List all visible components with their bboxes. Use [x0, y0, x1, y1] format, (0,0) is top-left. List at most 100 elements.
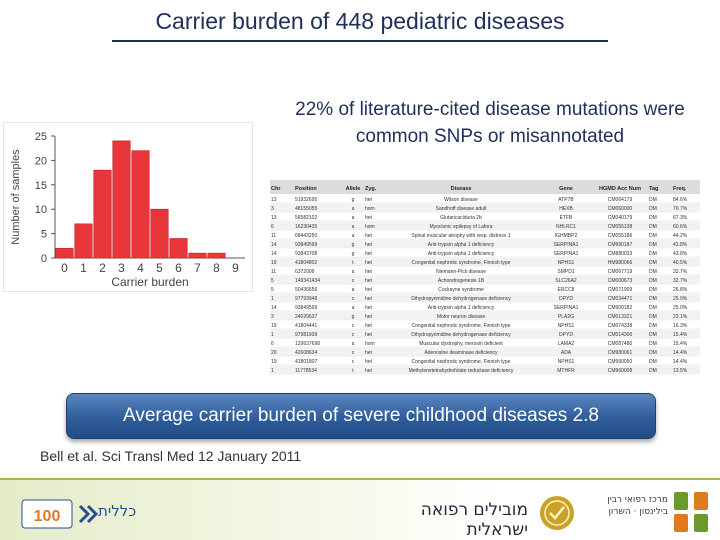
table-cell: 44.2%: [673, 233, 688, 239]
table-cell: 13.5%: [673, 368, 688, 374]
table-cell: Niemann-Pick disease: [436, 269, 486, 275]
table-cell: Motor neuron disease: [437, 314, 486, 320]
table-cell: 19: [271, 359, 277, 365]
table-cell: DM: [649, 215, 657, 221]
table-cell: 14.4%: [673, 359, 688, 365]
table-cell: LAMA2: [558, 341, 575, 347]
table-cell: 84.6%: [673, 197, 688, 203]
table-cell: het: [365, 242, 373, 248]
table-cell: 1: [271, 332, 274, 338]
citation: Bell et al. Sci Transl Med 12 January 20…: [40, 448, 302, 464]
table-cell: 16230435: [295, 224, 317, 230]
table-cell: a: [352, 269, 355, 275]
clalit-logo-label: כללית: [98, 502, 137, 520]
table-cell: 25.0%: [673, 296, 688, 302]
rabin-logo-line-1: מרכז רפואי רבין: [607, 495, 668, 505]
table-header-cell: Disease: [451, 186, 472, 192]
x-tick-label: 4: [137, 261, 144, 275]
footer-divider: [0, 478, 720, 480]
table-cell: NPHS1: [558, 323, 575, 329]
table-cell: CM087480: [608, 341, 633, 347]
table-row-bg: [270, 293, 700, 302]
table-cell: CM000673: [608, 278, 633, 284]
x-tick-label: 3: [118, 261, 125, 275]
table-cell: DPYD: [559, 296, 573, 302]
table-header-cell: Freq.: [673, 186, 687, 192]
table-cell: a: [352, 206, 355, 212]
table-cell: g: [352, 251, 355, 257]
table-cell: 56582102: [295, 215, 317, 221]
table-cell: t: [352, 260, 354, 266]
table-cell: het: [365, 296, 373, 302]
table-cell: DM: [649, 341, 657, 347]
table-cell: DM: [649, 332, 657, 338]
table-cell: 6: [271, 341, 274, 347]
table-cell: CM980061: [608, 350, 633, 356]
table-cell: MTHFR: [557, 368, 575, 374]
table-cell: DM: [649, 278, 657, 284]
table-cell: g: [352, 242, 355, 248]
table-cell: DM: [649, 251, 657, 257]
table-cell: 51932695: [295, 197, 317, 203]
table-cell: 97981939: [295, 332, 317, 338]
bar: [169, 238, 188, 259]
table-cell: CM060000: [608, 206, 633, 212]
table-cell: 93849599: [295, 305, 317, 311]
x-tick-label: 2: [99, 261, 106, 275]
table-header-cell: Tag: [649, 186, 658, 192]
table-cell: het: [365, 314, 373, 320]
table-cell: hom: [365, 341, 375, 347]
table-header-bg: [270, 180, 700, 194]
table-header-cell: Chr: [271, 186, 281, 192]
table-cell: Sandhoff disease adult: [436, 206, 487, 212]
rabin-medical-center-logo: מרכז רפואי רבין בילינסון · השרון: [600, 488, 715, 536]
summary-banner: Average carrier burden of severe childho…: [66, 393, 656, 439]
table-cell: 14: [271, 242, 277, 248]
table-cell: DM: [649, 233, 657, 239]
bar: [207, 252, 226, 259]
bar: [188, 252, 207, 259]
table-row-bg: [270, 275, 700, 284]
leading-medicine-logo: מובילים רפואה ישראלית: [378, 492, 588, 540]
table-cell: Anti-trypsin alpha 1 deficiency: [428, 251, 495, 257]
table-cell: 15.4%: [673, 341, 688, 347]
table-cell: Congenital nephrotic syndrome, Finnish t…: [412, 260, 511, 266]
table-cell: CM064179: [608, 197, 633, 203]
table-row-bg: [270, 239, 700, 248]
table-cell: 50436656: [295, 287, 317, 293]
table-cell: Dihydropyrimidine dehydrogenase deficien…: [411, 296, 511, 302]
table-cell: het: [365, 215, 373, 221]
table-cell: 11: [271, 269, 276, 275]
table-cell: DM: [649, 242, 657, 248]
table-header-cell: Zyg.: [365, 186, 377, 192]
table-row-bg: [270, 221, 700, 230]
x-tick-label: 0: [61, 261, 68, 275]
leading-medicine-label: מובילים רפואה ישראלית: [420, 500, 528, 540]
table-cell: 33.7%: [673, 269, 688, 275]
table-cell: 41804441: [295, 323, 317, 329]
table-cell: c: [352, 278, 355, 284]
bar: [131, 150, 150, 259]
table-row-bg: [270, 329, 700, 338]
gold-seal-icon: [540, 496, 574, 530]
table-cell: Congenital nephrotic syndrome, Finnish t…: [412, 323, 511, 329]
table-row-bg: [270, 365, 700, 374]
table-cell: a: [352, 305, 355, 311]
table-cell: 19: [271, 260, 277, 266]
table-cell: Anti-trypsin alpha 1 deficiency: [428, 242, 495, 248]
table-cell: 13: [271, 197, 277, 203]
table-cell: DM: [649, 296, 657, 302]
bar: [112, 140, 131, 259]
table-cell: het: [365, 233, 373, 239]
table-cell: CM034471: [608, 296, 633, 302]
table-cell: CM900182: [608, 305, 633, 311]
bar: [74, 223, 93, 259]
table-cell: 97793948: [295, 296, 317, 302]
table-cell: Anti-trypsin alpha 1 deficiency: [428, 305, 495, 311]
table-cell: het: [365, 332, 373, 338]
y-tick-label: 0: [41, 253, 47, 265]
table-cell: CM067719: [608, 269, 633, 275]
table-cell: 70.7%: [673, 206, 688, 212]
table-cell: NPHS1: [558, 359, 575, 365]
table-cell: DM: [649, 260, 657, 266]
